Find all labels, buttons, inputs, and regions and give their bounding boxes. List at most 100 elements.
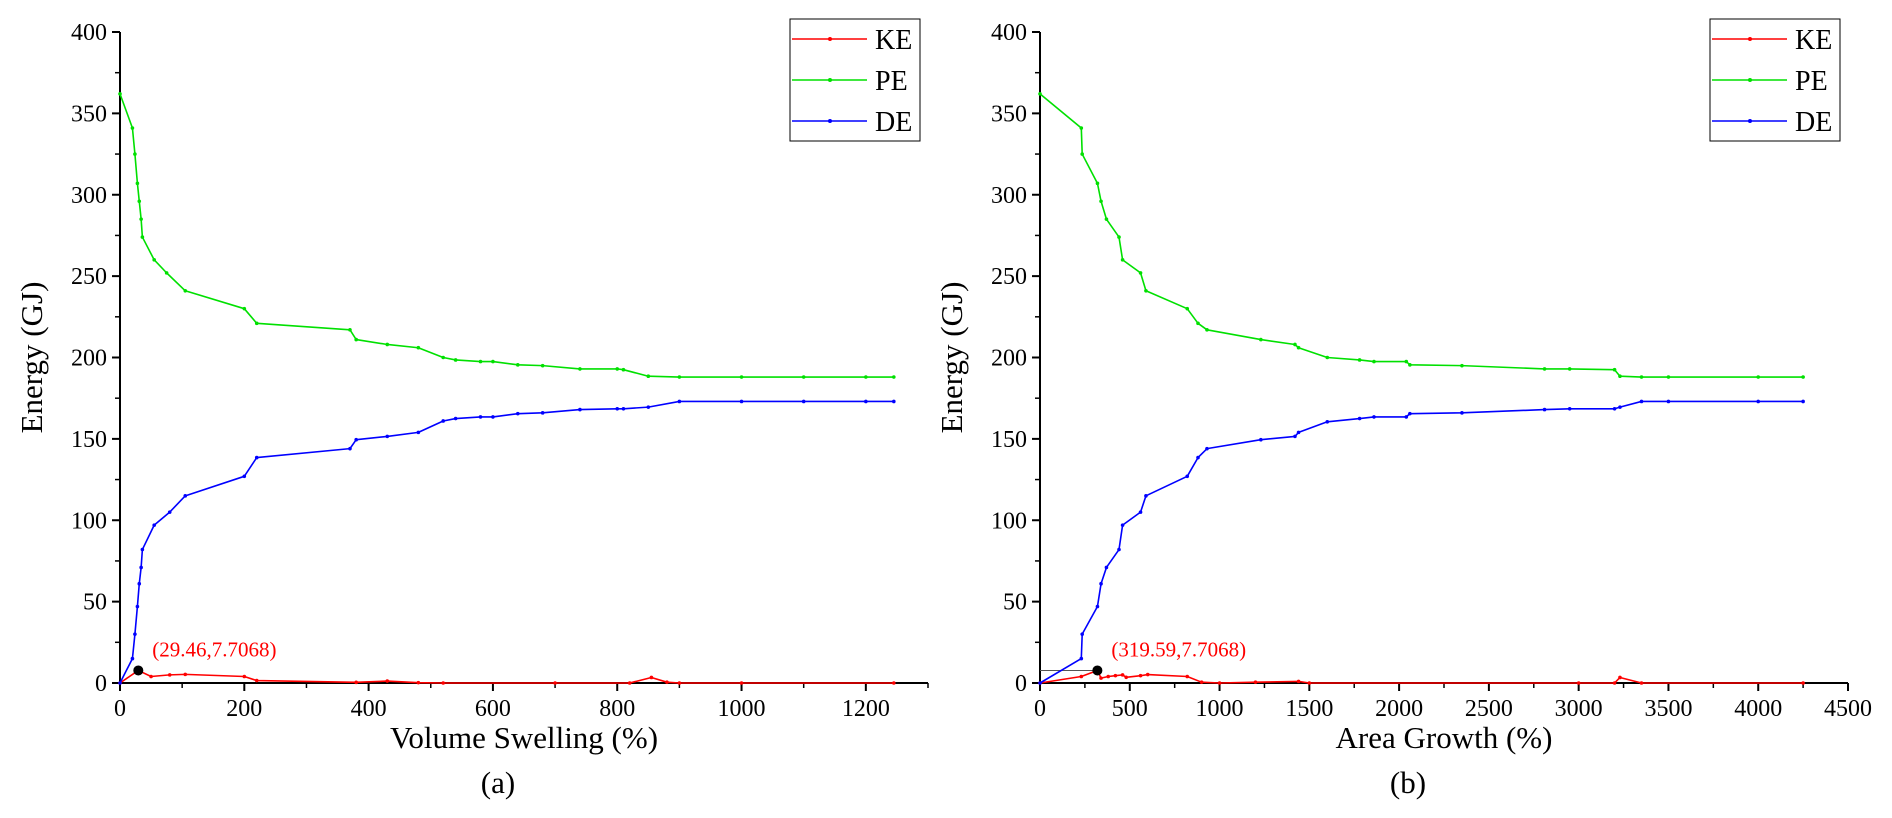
data-point-de xyxy=(140,547,145,552)
data-point-pe xyxy=(118,92,122,96)
panel-label: (b) xyxy=(1390,765,1426,800)
data-point-de xyxy=(254,455,259,460)
data-point-pe xyxy=(1120,258,1125,262)
data-point-ke xyxy=(1124,675,1128,680)
data-point-ke xyxy=(1639,681,1644,685)
data-point-de xyxy=(183,494,188,498)
legend-label-pe: PE xyxy=(875,66,908,97)
data-point-ke xyxy=(1618,675,1622,680)
data-point-de xyxy=(864,399,868,404)
data-point-ke xyxy=(553,681,557,685)
data-point-de xyxy=(1038,681,1042,685)
x-tick-label: 1000 xyxy=(718,696,766,722)
data-point-pe xyxy=(1567,367,1572,371)
data-point-ke xyxy=(677,681,682,685)
series-line-ke xyxy=(119,669,894,684)
y-axis-title: Energy (GJ) xyxy=(14,282,49,434)
data-point-pe xyxy=(1185,306,1190,311)
y-tick-label: 50 xyxy=(1003,590,1027,616)
data-point-ke xyxy=(1801,681,1805,685)
data-point-pe xyxy=(1205,328,1209,332)
data-point-pe xyxy=(1666,375,1671,379)
data-point-pe xyxy=(1117,235,1121,239)
data-point-ke xyxy=(739,681,744,685)
data-point-pe xyxy=(739,375,744,379)
series-line-pe xyxy=(119,93,894,378)
data-point-pe xyxy=(578,367,582,371)
data-point-pe xyxy=(1756,375,1761,379)
x-tick-label: 1000 xyxy=(1196,696,1244,722)
data-point-pe xyxy=(137,199,142,204)
data-point-de xyxy=(621,406,626,411)
legend: KE PE DE xyxy=(1709,18,1841,142)
data-point-pe xyxy=(621,367,626,372)
x-tick-label: 0 xyxy=(1034,696,1046,722)
y-tick-label: 400 xyxy=(71,20,107,46)
data-point-de xyxy=(491,415,495,419)
series-ke xyxy=(1038,668,1805,685)
data-point-ke xyxy=(183,672,188,677)
data-point-de xyxy=(1612,406,1617,411)
data-point-ke xyxy=(354,680,358,685)
data-point-ke xyxy=(385,679,390,683)
data-point-ke xyxy=(1253,680,1258,684)
data-point-pe xyxy=(133,152,137,156)
legend-label-ke: KE xyxy=(1795,25,1832,56)
data-point-ke xyxy=(1576,681,1581,685)
series-de xyxy=(1038,399,1805,685)
legend-label-ke: KE xyxy=(875,25,912,56)
data-point-pe xyxy=(385,342,390,347)
data-point-ke xyxy=(1106,674,1111,679)
x-tick-label: 500 xyxy=(1112,696,1148,722)
series-line-pe xyxy=(1039,93,1804,378)
data-point-de xyxy=(1357,416,1362,421)
data-point-de xyxy=(1460,411,1464,415)
data-point-pe xyxy=(416,345,421,350)
data-point-de xyxy=(739,399,744,404)
data-point-pe xyxy=(1104,217,1109,221)
panel-label: (a) xyxy=(481,765,515,800)
data-point-de xyxy=(1079,656,1084,661)
data-point-de xyxy=(152,523,156,527)
data-point-de xyxy=(1372,415,1376,419)
data-point-de xyxy=(1666,399,1671,404)
data-point-ke xyxy=(254,678,259,683)
data-point-de xyxy=(139,565,143,570)
data-point-ke xyxy=(1307,681,1312,685)
y-axis-title: Energy (GJ) xyxy=(934,282,969,434)
data-point-de xyxy=(354,437,358,442)
data-point-de xyxy=(137,581,142,586)
data-point-pe xyxy=(135,181,140,186)
data-point-de xyxy=(578,407,582,412)
data-point-pe xyxy=(1618,374,1622,379)
data-point-ke xyxy=(441,681,446,685)
data-point-de xyxy=(416,430,421,435)
data-point-pe xyxy=(354,337,358,342)
data-point-pe xyxy=(1079,126,1084,130)
data-point-de xyxy=(1080,632,1084,636)
series-pe xyxy=(118,92,896,379)
data-point-de xyxy=(1296,430,1301,435)
series-line-ke xyxy=(1039,669,1804,684)
data-point-de xyxy=(1138,510,1143,514)
data-point-pe xyxy=(453,358,458,362)
data-point-pe xyxy=(348,328,352,332)
data-point-ke xyxy=(1138,673,1143,678)
data-point-pe xyxy=(1357,358,1362,362)
y-tick-label: 400 xyxy=(991,20,1027,46)
legend-marker-de xyxy=(828,119,832,123)
data-point-pe xyxy=(183,288,188,293)
data-point-de xyxy=(118,681,122,685)
y-tick-label: 200 xyxy=(71,346,107,372)
data-point-de xyxy=(1567,406,1572,411)
data-point-de xyxy=(1099,581,1103,586)
data-point-de xyxy=(1542,407,1547,412)
data-point-pe xyxy=(1542,367,1547,371)
y-tick-label: 0 xyxy=(95,671,107,697)
data-point-pe xyxy=(646,374,651,379)
legend-marker-pe xyxy=(1748,78,1752,82)
y-tick-label: 250 xyxy=(71,264,107,290)
data-point-pe xyxy=(1612,367,1617,372)
data-point-de xyxy=(1404,415,1409,419)
x-tick-label: 600 xyxy=(475,696,511,722)
